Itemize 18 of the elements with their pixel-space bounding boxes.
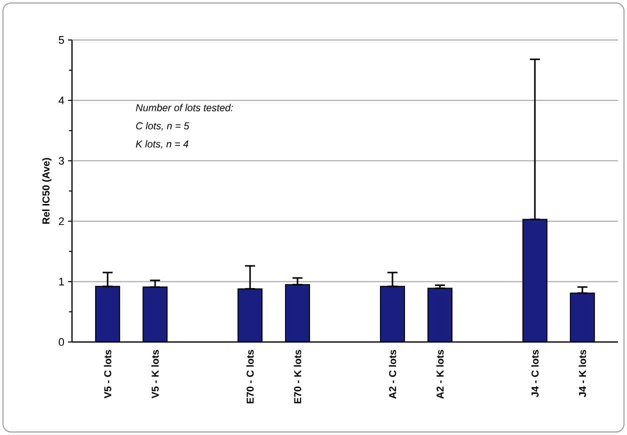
y-tick-label: 2 — [58, 217, 64, 226]
x-tick-label: J4 - K lots — [578, 350, 586, 398]
x-tick-label: A2 - C lots — [388, 350, 396, 399]
x-tick-label: J4 - C lots — [531, 350, 539, 398]
x-tick-label: E70 - C lots — [246, 350, 254, 404]
annotation: K lots, n = 4 — [136, 140, 188, 149]
y-axis-title: Rel IC50 (Ave) — [42, 158, 52, 224]
annotation: Number of lots tested: — [136, 104, 234, 112]
x-tick-label: A2 - K lots — [436, 350, 444, 399]
x-tick-label: V5 - K lots — [151, 350, 159, 398]
y-tick-label: 0 — [58, 338, 64, 346]
y-tick-label: 4 — [58, 96, 64, 104]
x-tick-label: V5 - C lots — [104, 350, 112, 398]
annotation: C lots, n = 5 — [136, 122, 190, 131]
x-tick-label: E70 - K lots — [294, 350, 302, 404]
y-tick-label: 5 — [58, 36, 64, 44]
y-tick-label: 3 — [58, 156, 64, 165]
y-tick-label: 1 — [59, 278, 64, 286]
